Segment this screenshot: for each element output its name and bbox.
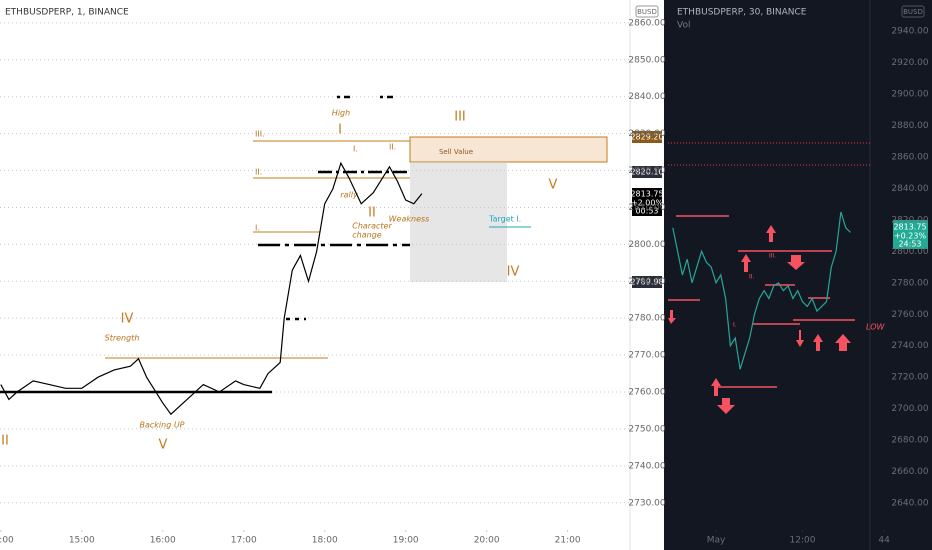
y-tick-label: 2780.00 (891, 278, 928, 288)
annotation: III. (769, 253, 776, 260)
x-tick-label: May (707, 536, 726, 546)
y-tick-label: 2800.00 (891, 247, 928, 257)
price-tag-text: +2.00% (631, 199, 664, 208)
y-tick-label: 2780.00 (628, 314, 665, 324)
x-tick-label: 19:00 (393, 536, 419, 546)
currency-badge (901, 5, 925, 18)
y-tick-label: 2820.00 (628, 166, 665, 176)
y-tick-label: 2760.00 (628, 388, 665, 398)
arrows (668, 225, 851, 414)
wave-label: III (454, 110, 466, 125)
y-tick-label: 2880.00 (891, 121, 928, 131)
y-tick-label: 2730.00 (628, 498, 665, 508)
price-line (672, 211, 851, 370)
x-tick-label: 44 (878, 536, 890, 546)
annotation: II. (389, 143, 396, 152)
x-tick-label: 16:00 (150, 536, 176, 546)
annotation: Character (352, 222, 392, 231)
currency: BUSD (903, 8, 923, 16)
wave-label: I (338, 123, 342, 138)
x-tick-label: 18:00 (312, 536, 338, 546)
y-tick-label: 2720.00 (891, 373, 928, 383)
y-tick-label: 2790.00 (628, 277, 665, 287)
y-tick-label: 2940.00 (891, 27, 928, 37)
currency-badge (635, 5, 659, 18)
price-tag-text: 2789.98 (630, 278, 663, 287)
wave-label: V (549, 178, 558, 193)
price-tag-text: 2813.75 (893, 223, 926, 232)
y-tick-label: 2680.00 (891, 436, 928, 446)
x-tick-label: 15:00 (69, 536, 95, 546)
target-zone (410, 162, 507, 282)
price-tag-text: 00:53 (635, 207, 658, 216)
y-tick-label: 2860.00 (628, 18, 665, 28)
y-tick-label: 2760.00 (891, 310, 928, 320)
y-tick-label: 2840.00 (628, 92, 665, 102)
annotation: I. (353, 145, 358, 154)
y-tick-label: 2810.00 (628, 203, 665, 213)
annotation: II. (255, 168, 262, 177)
wave-label: II (1, 434, 9, 449)
annotation: III. (255, 130, 265, 139)
price-tag (893, 220, 928, 249)
x-tick-label: 12:00 (790, 536, 816, 546)
y-tick-label: 2830.00 (628, 129, 665, 139)
x-tick-label: 14:00 (0, 536, 14, 546)
price-tag (632, 131, 662, 143)
right-panel (664, 0, 932, 550)
annotation: High (332, 109, 350, 118)
price-line (0, 161, 423, 416)
y-tick-label: 2860.00 (891, 152, 928, 162)
y-tick-label: 2850.00 (628, 55, 665, 65)
y-tick-label: 2800.00 (628, 240, 665, 250)
x-tick-label: 17:00 (231, 536, 257, 546)
annotation: rally (340, 191, 358, 200)
target-label: Target I. (488, 215, 521, 224)
left-panel (0, 0, 664, 550)
x-tick-label: 21:00 (555, 536, 581, 546)
indicator-label: Vol (677, 21, 690, 31)
wave-label: II (368, 206, 376, 221)
y-tick-label: 2820.00 (891, 215, 928, 225)
sell-zone (409, 136, 608, 163)
currency: BUSD (637, 8, 657, 16)
y-tick-label: 2660.00 (891, 467, 928, 477)
annotation: Strength (105, 334, 140, 343)
price-tag-text: 2820.10 (630, 168, 663, 177)
annotation: Backing UP (139, 421, 184, 430)
annotation: change (352, 231, 382, 240)
x-tick-label: 20:00 (474, 536, 500, 546)
y-tick-label: 2640.00 (891, 499, 928, 509)
y-tick-label: 2840.00 (891, 184, 928, 194)
price-tag-text: 2829.20 (630, 133, 663, 142)
annotation: II. (749, 274, 755, 281)
y-tick-label: 2740.00 (891, 341, 928, 351)
y-tick-label: 2740.00 (628, 461, 665, 471)
y-tick-label: 2770.00 (628, 351, 665, 361)
y-tick-label: 2750.00 (628, 424, 665, 434)
annotation: I. (733, 322, 737, 329)
y-tick-label: 2920.00 (891, 58, 928, 68)
annotation: Weakness (389, 215, 430, 224)
y-tick-label: 2700.00 (891, 404, 928, 414)
annotation: I. (255, 224, 260, 233)
price-tag (632, 166, 662, 178)
y-tick-label: 2900.00 (891, 89, 928, 99)
price-tag-text: 2813.75 (630, 190, 663, 199)
annotation: LOW (866, 323, 886, 332)
chart-title: ETHBUSDPERP, 1, BINANCE (5, 8, 129, 18)
price-tag (632, 276, 662, 288)
price-tag-text: +0.23% (894, 232, 927, 241)
wave-label: IV (507, 265, 520, 280)
zone-label: Sell Value (439, 148, 473, 156)
wave-label: V (159, 438, 168, 453)
chart-title: ETHBUSDPERP, 30, BINANCE (677, 8, 807, 18)
wave-label: IV (121, 312, 134, 327)
price-tag (632, 188, 662, 216)
price-tag-text: 24:53 (898, 240, 921, 249)
